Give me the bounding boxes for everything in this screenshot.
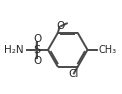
Text: CH₃: CH₃ bbox=[98, 45, 116, 55]
Text: S: S bbox=[34, 45, 41, 55]
Text: O: O bbox=[33, 56, 41, 66]
Text: H₂N: H₂N bbox=[4, 45, 24, 55]
Text: O: O bbox=[33, 34, 41, 44]
Text: O: O bbox=[56, 21, 64, 31]
Text: Cl: Cl bbox=[68, 69, 79, 79]
